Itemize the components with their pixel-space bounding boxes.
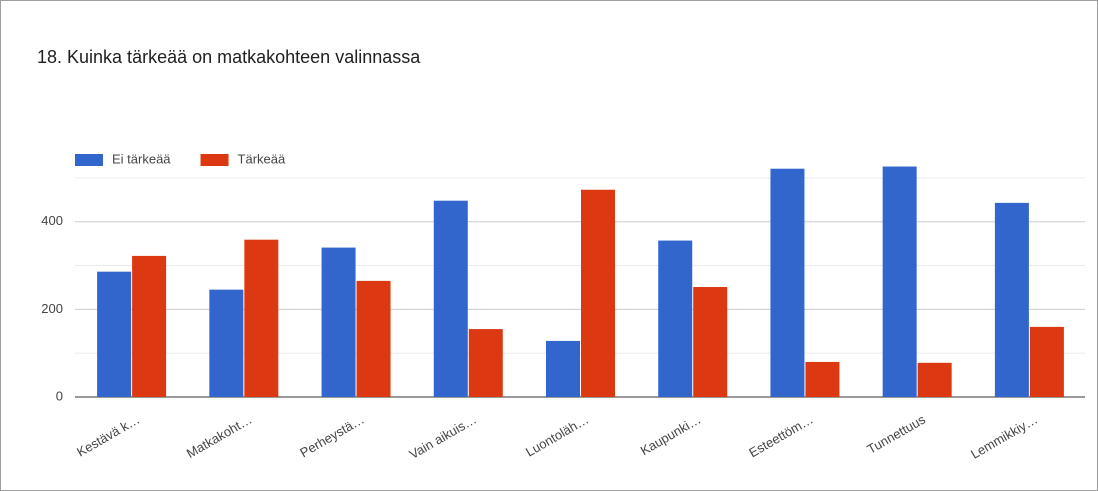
chart-title: 18. Kuinka tärkeää on matkakohteen valin… <box>37 47 421 67</box>
legend-label: Tärkeää <box>238 151 286 166</box>
y-tick-label: 0 <box>56 388 63 403</box>
bar <box>209 289 244 397</box>
bar <box>805 361 840 397</box>
bar <box>433 200 468 397</box>
bar <box>132 255 167 397</box>
bar <box>244 239 279 397</box>
bar <box>1029 326 1064 397</box>
y-tick-label: 200 <box>41 301 63 316</box>
bar <box>994 202 1029 397</box>
legend-label: Ei tärkeää <box>112 151 171 166</box>
legend-swatch <box>200 154 229 166</box>
bar <box>581 189 615 397</box>
bar <box>97 271 132 397</box>
bar <box>658 240 693 397</box>
bar <box>693 287 728 397</box>
bar <box>917 362 952 397</box>
bar <box>321 247 356 397</box>
bar <box>882 166 917 397</box>
legend-swatch <box>75 154 103 166</box>
bar <box>770 168 805 397</box>
bar <box>356 280 391 397</box>
y-tick-label: 400 <box>41 213 63 228</box>
bar <box>546 340 580 397</box>
bar <box>468 329 503 397</box>
